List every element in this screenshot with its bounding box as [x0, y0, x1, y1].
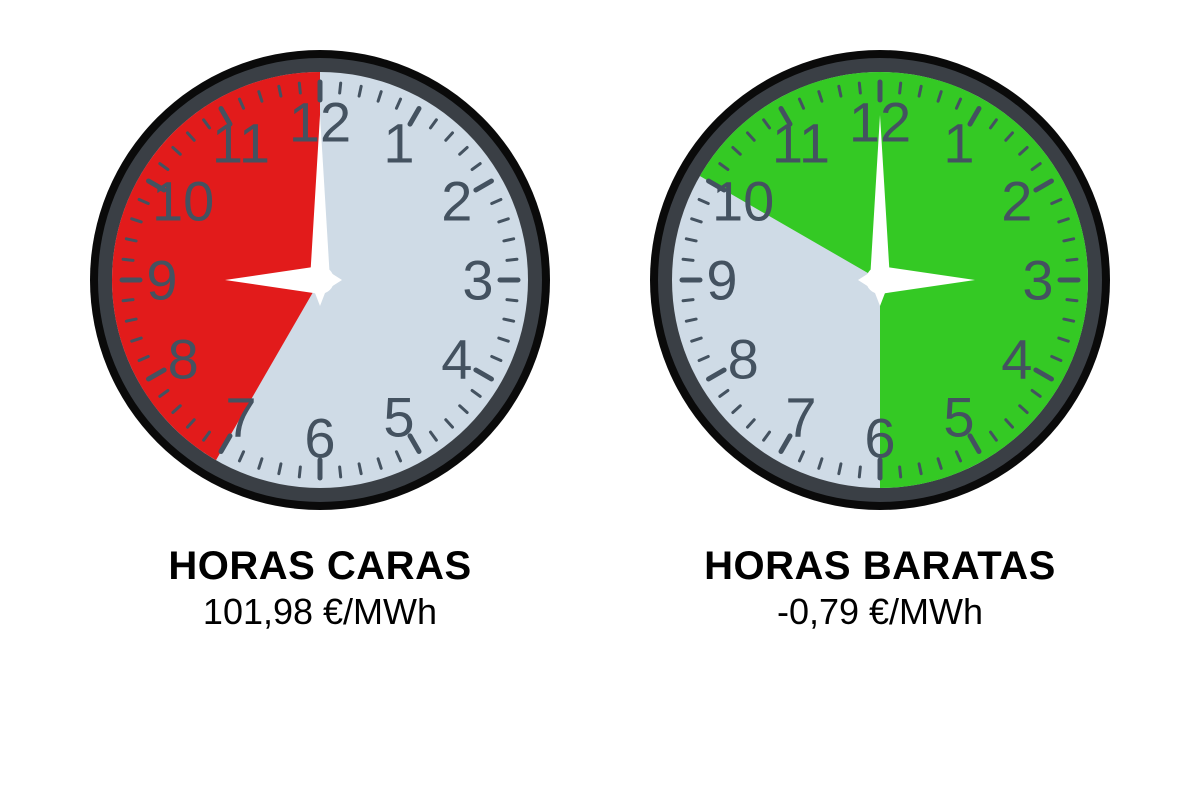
cheap-hours-caption: HORAS BARATAS -0,79 €/MWh [704, 544, 1056, 633]
svg-text:9: 9 [706, 249, 737, 312]
svg-text:10: 10 [712, 170, 774, 233]
svg-text:1: 1 [383, 112, 414, 175]
expensive-hours-price: 101,98 €/MWh [168, 591, 471, 633]
svg-text:8: 8 [728, 328, 759, 391]
svg-text:7: 7 [225, 385, 256, 448]
clocks-row: 123456789101112 HORAS CARAS 101,98 €/MWh… [0, 0, 1200, 800]
svg-text:5: 5 [943, 385, 974, 448]
svg-text:10: 10 [152, 170, 214, 233]
svg-text:4: 4 [441, 328, 472, 391]
cheap-hours-title: HORAS BARATAS [704, 544, 1056, 589]
expensive-hours-panel: 123456789101112 HORAS CARAS 101,98 €/MWh [80, 40, 560, 633]
svg-text:11: 11 [212, 112, 270, 175]
svg-text:3: 3 [462, 249, 493, 312]
svg-text:11: 11 [772, 112, 830, 175]
cheap-hours-clock-svg: 123456789101112 [640, 40, 1120, 520]
svg-text:6: 6 [304, 407, 335, 470]
svg-text:6: 6 [864, 407, 895, 470]
expensive-hours-clock-svg: 123456789101112 [80, 40, 560, 520]
svg-text:7: 7 [785, 385, 816, 448]
svg-text:9: 9 [146, 249, 177, 312]
expensive-hours-caption: HORAS CARAS 101,98 €/MWh [168, 544, 471, 633]
svg-text:3: 3 [1022, 249, 1053, 312]
svg-text:2: 2 [1001, 170, 1032, 233]
svg-text:5: 5 [383, 385, 414, 448]
svg-text:8: 8 [168, 328, 199, 391]
svg-text:4: 4 [1001, 328, 1032, 391]
cheap-hours-clock: 123456789101112 [640, 40, 1120, 520]
expensive-hours-clock: 123456789101112 [80, 40, 560, 520]
cheap-hours-price: -0,79 €/MWh [704, 591, 1056, 633]
cheap-hours-panel: 123456789101112 HORAS BARATAS -0,79 €/MW… [640, 40, 1120, 633]
svg-text:1: 1 [943, 112, 974, 175]
svg-text:2: 2 [441, 170, 472, 233]
expensive-hours-title: HORAS CARAS [168, 544, 471, 589]
